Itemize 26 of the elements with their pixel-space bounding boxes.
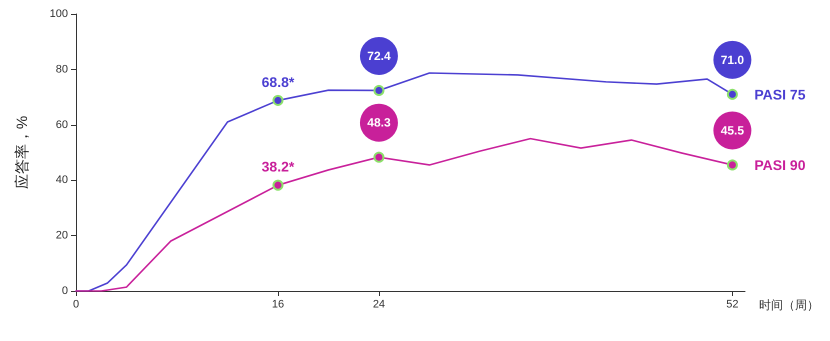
y-tick-label: 60 (56, 118, 68, 131)
point (272, 180, 284, 191)
x-tick-label: 16 (272, 298, 284, 310)
y-tick-label: 0 (62, 285, 68, 297)
point (726, 159, 738, 170)
y-tick-label: 40 (56, 174, 68, 186)
series-label: PASI 75 (754, 86, 806, 102)
series-label: PASI 90 (754, 156, 806, 173)
data-label: 68.8* (262, 74, 295, 90)
data-label: 48.3 (367, 116, 391, 130)
x-tick-label: 24 (372, 298, 386, 310)
point (373, 84, 384, 96)
point (726, 88, 738, 100)
point (373, 152, 384, 163)
x-tick-label: 0 (72, 298, 80, 310)
y-tick-label: 20 (56, 230, 68, 242)
data-label: 38.2* (262, 158, 295, 175)
data-label: 72.4 (367, 48, 391, 63)
point (272, 94, 284, 106)
x-axis-title: 时间（周） (759, 298, 819, 312)
y-tick-label: 80 (56, 63, 68, 76)
data-label: 71.0 (720, 52, 744, 67)
x-tick-label: 52 (726, 298, 738, 310)
y-axis-title: 应答率，% (14, 116, 31, 190)
y-tick-label: 100 (50, 8, 68, 20)
data-label: 45.5 (720, 123, 744, 138)
